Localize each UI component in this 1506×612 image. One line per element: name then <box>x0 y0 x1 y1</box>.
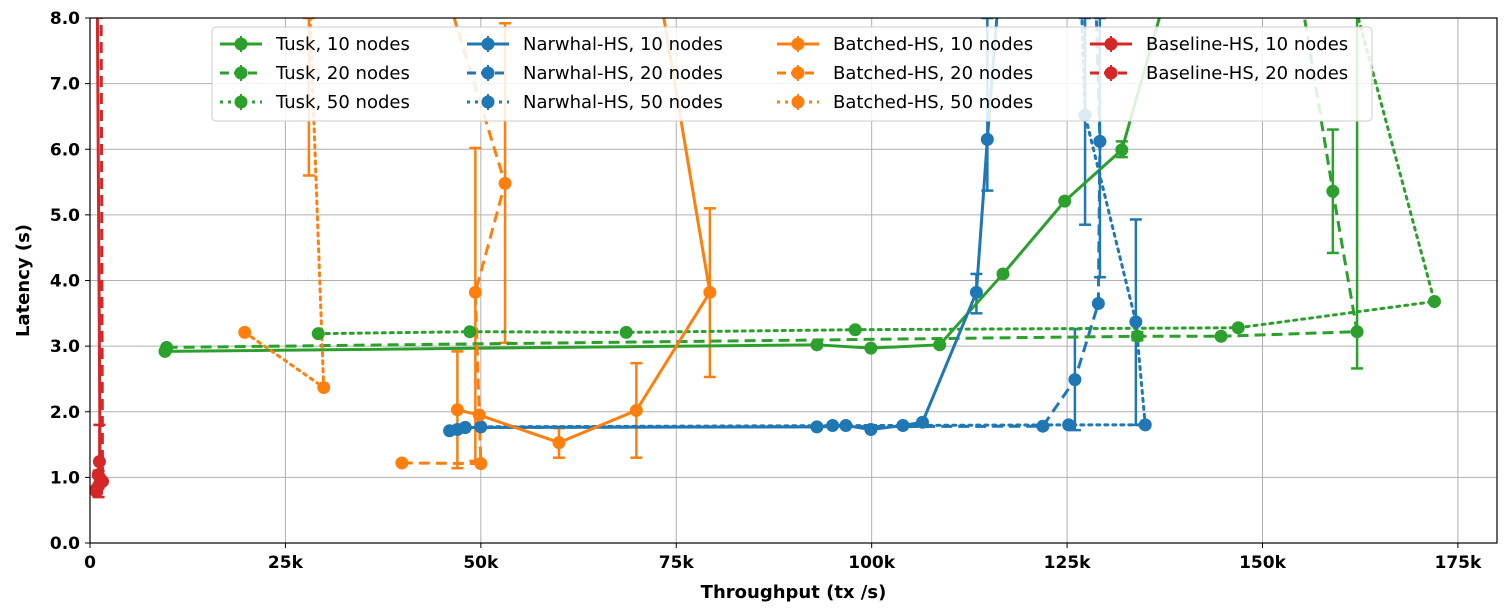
data-point-batched-hs-50-nodes <box>238 325 252 339</box>
data-point-batched-hs-10-nodes <box>629 403 643 417</box>
data-point-tusk-10-nodes <box>1115 143 1129 157</box>
data-point-baseline-hs-20-nodes <box>96 474 110 488</box>
x-tick-label: 75k <box>659 553 695 573</box>
data-point-tusk-50-nodes <box>311 327 325 341</box>
data-point-narwhal-hs-20-nodes <box>1036 419 1050 433</box>
x-axis-ticks: 0 25k 50k 75k 100k 125k 150k 175k <box>84 543 1482 573</box>
legend-marker-baseline-hs-10-nodes <box>1104 37 1118 51</box>
data-point-baseline-hs-20-nodes <box>92 455 106 469</box>
legend-label-baseline-hs-20-nodes: Baseline-HS, 20 nodes <box>1146 63 1348 84</box>
y-tick-label: 3.0 <box>50 337 80 357</box>
legend-marker-baseline-hs-20-nodes <box>1104 66 1118 80</box>
x-axis-title: Throughput (tx /s) <box>701 582 887 603</box>
data-point-narwhal-hs-20-nodes <box>1091 296 1105 310</box>
x-tick-label: 25k <box>268 553 304 573</box>
y-axis-ticks: 0.0 1.0 2.0 3.0 4.0 5.0 6.0 7.0 8.0 <box>50 9 90 554</box>
data-point-tusk-10-nodes <box>933 338 947 352</box>
legend-marker-narwhal-hs-50-nodes <box>481 95 495 109</box>
legend-marker-narwhal-hs-20-nodes <box>481 66 495 80</box>
legend-marker-batched-hs-50-nodes <box>791 95 805 109</box>
data-point-tusk-10-nodes <box>1058 194 1072 208</box>
data-point-tusk-50-nodes <box>463 325 477 339</box>
data-point-narwhal-hs-10-nodes <box>864 422 878 436</box>
legend-marker-batched-hs-10-nodes <box>791 37 805 51</box>
data-point-tusk-20-nodes <box>1350 325 1364 339</box>
y-tick-label: 1.0 <box>50 468 80 488</box>
data-point-narwhal-hs-20-nodes <box>1093 134 1107 148</box>
data-point-narwhal-hs-10-nodes <box>826 419 840 433</box>
legend-marker-tusk-20-nodes <box>234 66 248 80</box>
x-tick-label: 50k <box>463 553 499 573</box>
series-line-tusk-20-nodes <box>166 18 1359 349</box>
legend-label-narwhal-hs-20-nodes: Narwhal-HS, 20 nodes <box>523 63 723 84</box>
series-line-tusk-10-nodes <box>165 18 1161 353</box>
data-point-batched-hs-20-nodes <box>498 176 512 190</box>
legend-label-baseline-hs-10-nodes: Baseline-HS, 10 nodes <box>1146 34 1348 55</box>
data-point-tusk-20-nodes <box>1130 329 1144 343</box>
data-point-narwhal-hs-20-nodes <box>458 421 472 434</box>
data-point-narwhal-hs-50-nodes <box>1062 418 1076 432</box>
data-point-batched-hs-50-nodes <box>317 380 331 394</box>
legend: Tusk, 10 nodes Tusk, 20 nodes Tusk, 50 nod… <box>211 26 1373 122</box>
legend-label-batched-hs-10-nodes: Batched-HS, 10 nodes <box>833 34 1033 55</box>
x-tick-label: 150k <box>1239 553 1286 573</box>
legend-marker-tusk-50-nodes <box>234 95 248 109</box>
data-point-tusk-50-nodes <box>1231 321 1245 335</box>
data-point-narwhal-hs-20-nodes <box>1068 373 1082 387</box>
data-point-tusk-20-nodes <box>160 340 174 354</box>
y-tick-label: 5.0 <box>50 206 80 226</box>
legend-label-tusk-20-nodes: Tusk, 20 nodes <box>275 63 410 84</box>
legend-label-batched-hs-20-nodes: Batched-HS, 20 nodes <box>833 63 1033 84</box>
data-point-tusk-10-nodes <box>810 338 824 352</box>
legend-label-tusk-50-nodes: Tusk, 50 nodes <box>275 92 410 113</box>
data-point-batched-hs-10-nodes <box>703 285 717 299</box>
y-tick-label: 8.0 <box>50 9 80 29</box>
y-tick-label: 0.0 <box>50 534 80 554</box>
data-point-narwhal-hs-50-nodes <box>474 420 488 434</box>
legend-marker-tusk-10-nodes <box>234 37 248 51</box>
x-tick-label: 175k <box>1435 553 1482 573</box>
data-point-narwhal-hs-50-nodes <box>1129 315 1143 329</box>
data-point-narwhal-hs-10-nodes <box>839 419 853 433</box>
data-point-narwhal-hs-10-nodes <box>969 285 983 299</box>
y-axis-title: Latency (s) <box>13 224 34 337</box>
data-point-tusk-20-nodes <box>1326 184 1340 198</box>
data-point-batched-hs-10-nodes <box>552 436 566 450</box>
x-tick-label: 0 <box>84 553 96 573</box>
y-tick-label: 7.0 <box>50 75 80 95</box>
data-point-tusk-10-nodes <box>864 341 878 355</box>
data-point-narwhal-hs-10-nodes <box>980 132 994 146</box>
legend-label-narwhal-hs-50-nodes: Narwhal-HS, 50 nodes <box>523 92 723 113</box>
series-line-baseline-hs-10-nodes <box>95 18 102 493</box>
series-line-narwhal-hs-50-nodes <box>479 18 1147 429</box>
legend-label-batched-hs-50-nodes: Batched-HS, 50 nodes <box>833 92 1033 113</box>
x-tick-label: 100k <box>848 553 895 573</box>
y-tick-label: 6.0 <box>50 140 80 160</box>
series-markers <box>90 108 1441 499</box>
data-point-tusk-10-nodes <box>996 267 1010 281</box>
data-point-narwhal-hs-50-nodes <box>1138 418 1152 432</box>
y-tick-label: 4.0 <box>50 272 80 292</box>
data-point-tusk-50-nodes <box>619 325 633 339</box>
data-point-batched-hs-20-nodes <box>474 457 488 471</box>
legend-marker-batched-hs-20-nodes <box>791 66 805 80</box>
y-tick-label: 2.0 <box>50 403 80 423</box>
data-point-narwhal-hs-10-nodes <box>810 420 824 434</box>
data-point-narwhal-hs-10-nodes <box>915 415 929 429</box>
data-point-batched-hs-10-nodes <box>472 408 486 422</box>
data-point-narwhal-hs-10-nodes <box>896 419 910 433</box>
data-point-tusk-50-nodes <box>848 323 862 337</box>
data-point-tusk-50-nodes <box>1427 295 1441 308</box>
data-point-batched-hs-10-nodes <box>450 403 464 417</box>
legend-label-narwhal-hs-10-nodes: Narwhal-HS, 10 nodes <box>523 34 723 55</box>
legend-marker-narwhal-hs-10-nodes <box>481 37 495 51</box>
data-point-batched-hs-20-nodes <box>468 285 482 299</box>
data-point-tusk-20-nodes <box>1214 329 1228 343</box>
x-tick-label: 125k <box>1044 553 1091 573</box>
legend-label-tusk-10-nodes: Tusk, 10 nodes <box>275 34 410 55</box>
data-point-batched-hs-20-nodes <box>395 456 409 470</box>
